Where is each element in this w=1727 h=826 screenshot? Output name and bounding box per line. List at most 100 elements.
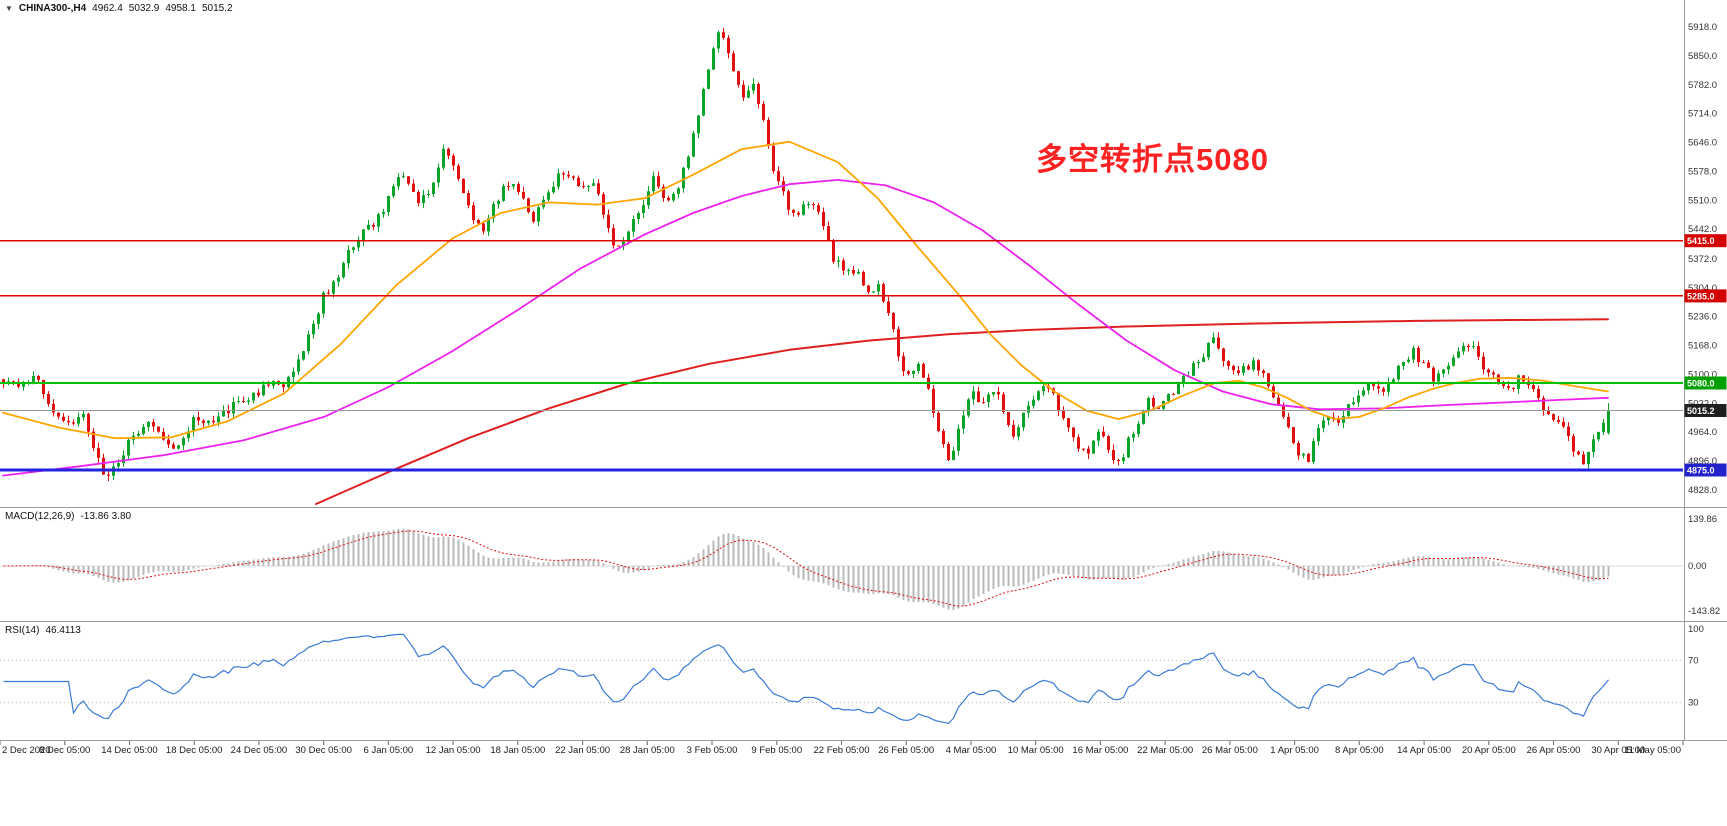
candle-body	[647, 191, 650, 206]
candle-body	[1322, 420, 1325, 429]
candle-body	[1037, 391, 1040, 400]
candle-body	[1062, 410, 1065, 419]
candle-body	[32, 376, 35, 382]
candle-body	[937, 412, 940, 431]
candle-body	[317, 313, 320, 324]
panel-separators[interactable]	[0, 0, 1727, 741]
price-badge-5285.0	[1684, 289, 1727, 303]
candle-body	[1582, 454, 1585, 465]
candle-body	[262, 384, 265, 396]
candle-body	[1467, 345, 1470, 347]
candle-body	[942, 431, 945, 445]
candle-body	[432, 182, 435, 194]
candle-body	[22, 382, 25, 387]
candle-body	[257, 392, 260, 396]
candle-body	[827, 226, 830, 240]
candle-body	[1107, 436, 1110, 450]
candle-body	[142, 426, 145, 434]
candle-body	[1142, 411, 1145, 424]
candle-body	[612, 228, 615, 246]
candle-body	[202, 420, 205, 424]
rsi-line	[3, 633, 1609, 725]
candle-body	[922, 363, 925, 378]
candle-body	[862, 272, 865, 286]
candle-body	[507, 186, 510, 188]
candle-body	[607, 214, 610, 229]
candle-body	[1297, 443, 1300, 456]
candle-body	[1192, 363, 1195, 376]
price-tick-label: 5918.0	[1688, 22, 1717, 33]
rsi-tick-label: 70	[1688, 656, 1699, 667]
candle-body	[632, 219, 635, 232]
price-tick-label: 5714.0	[1688, 109, 1717, 120]
candle-body	[1557, 419, 1560, 422]
candle-body	[1207, 342, 1210, 358]
candle-body	[212, 420, 215, 423]
candle-body	[1357, 395, 1360, 403]
candle-body	[347, 249, 350, 264]
candle-body	[362, 229, 365, 242]
candle-body	[477, 220, 480, 224]
candle-body	[1397, 365, 1400, 380]
candle-body	[802, 204, 805, 215]
time-tick-label: 22 Feb 05:00	[814, 745, 870, 756]
candle-body	[17, 381, 20, 387]
candle-body	[487, 218, 490, 232]
candle-body	[957, 428, 960, 451]
candle-body	[77, 417, 80, 424]
candle-body	[1432, 367, 1435, 382]
candle-body	[1152, 398, 1155, 407]
candle-body	[1452, 357, 1455, 366]
candle-body	[397, 177, 400, 187]
ma-red-line	[315, 318, 1609, 505]
candle-body	[547, 192, 550, 200]
price-tick-label: 5168.0	[1688, 341, 1717, 352]
candle-body	[182, 438, 185, 446]
candle-body	[302, 351, 305, 360]
candle-body	[1257, 360, 1260, 371]
candle-body	[1607, 410, 1610, 433]
candle-body	[157, 426, 160, 432]
price-scale[interactable]: 5918.0 5850.0 5782.0 5714.0 5646.0 5578.0 5510…	[1684, 22, 1727, 709]
candle-body	[887, 301, 890, 314]
candle-body	[582, 186, 585, 187]
candle-body	[1027, 405, 1030, 413]
candle-body	[442, 148, 445, 168]
candle-body	[1462, 345, 1465, 352]
candle-body	[767, 119, 770, 146]
candle-body	[1602, 422, 1605, 432]
candle-body	[1587, 451, 1590, 465]
candle-body	[447, 148, 450, 156]
candle-body	[1057, 393, 1060, 411]
candle-body	[97, 448, 100, 458]
candle-body	[972, 391, 975, 400]
moving-averages	[2, 140, 1609, 505]
time-tick-label: 8 Dec 05:00	[39, 745, 90, 756]
candle-body	[567, 174, 570, 177]
candle-body	[1172, 394, 1175, 396]
candle-body	[152, 422, 155, 427]
candle-body	[847, 269, 850, 271]
candle-body	[462, 178, 465, 194]
candle-body	[777, 171, 780, 182]
candle-body	[422, 195, 425, 204]
candle-body	[1022, 412, 1025, 428]
candle-body	[572, 176, 575, 178]
candle-body	[872, 291, 875, 293]
candle-body	[247, 400, 250, 402]
candle-body	[47, 394, 50, 404]
candle-body	[82, 413, 85, 418]
candle-body	[197, 417, 200, 421]
candle-body	[1482, 356, 1485, 370]
price-tick-label: 5510.0	[1688, 195, 1717, 206]
candle-body	[122, 455, 125, 464]
candle-body	[952, 450, 955, 461]
candle-body	[227, 410, 230, 414]
candle-body	[557, 173, 560, 187]
collapse-triangle-icon[interactable]: ▼	[5, 3, 13, 13]
time-tick-label: 30 Dec 05:00	[295, 745, 352, 756]
candle-body	[177, 445, 180, 449]
candle-body	[1262, 370, 1265, 374]
